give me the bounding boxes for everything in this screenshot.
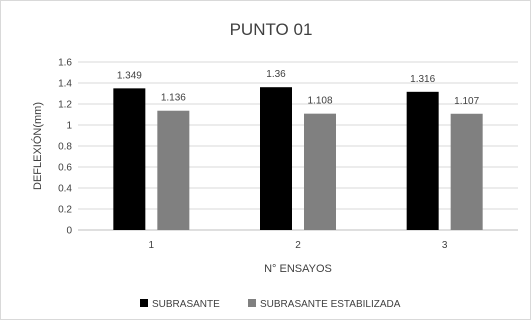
bar-subrasante [260,87,292,230]
data-label: 1.316 [410,74,435,85]
data-label: 1.36 [266,69,286,80]
y-tick-label: 0.2 [58,205,72,216]
legend-label: SUBRASANTE ESTABILIZADA [260,299,401,310]
legend-label: SUBRASANTE [152,299,220,310]
data-label: 1.107 [454,96,479,107]
y-tick-label: 0.6 [58,163,72,174]
bar-subrasante [113,88,146,230]
y-tick-label: 0.4 [58,184,72,195]
data-label: 1.108 [307,96,332,107]
legend-swatch [248,299,256,307]
x-axis-title: N° ENSAYOS [264,263,332,275]
y-tick-label: 1.6 [58,58,72,69]
chart-title: PUNTO 01 [230,20,313,39]
y-tick-label: 1.2 [58,100,72,111]
y-tick-label: 1.4 [58,79,72,90]
x-tick-label: 2 [295,240,301,251]
data-label: 1.136 [161,93,186,104]
data-label: 1.349 [117,70,142,81]
y-tick-label: 0.8 [58,142,72,153]
bar-estabilizada [450,113,483,230]
bar-estabilizada [157,110,190,230]
x-tick-label: 3 [442,240,448,251]
x-tick-label: 1 [149,240,155,251]
y-tick-label: 1 [66,121,72,132]
y-tick-label: 0 [66,226,72,237]
bar-estabilizada [304,113,336,230]
legend-swatch [140,299,148,307]
bar-subrasante [406,91,439,230]
y-axis-title: DEFLEXIÓN(mm) [31,102,44,190]
